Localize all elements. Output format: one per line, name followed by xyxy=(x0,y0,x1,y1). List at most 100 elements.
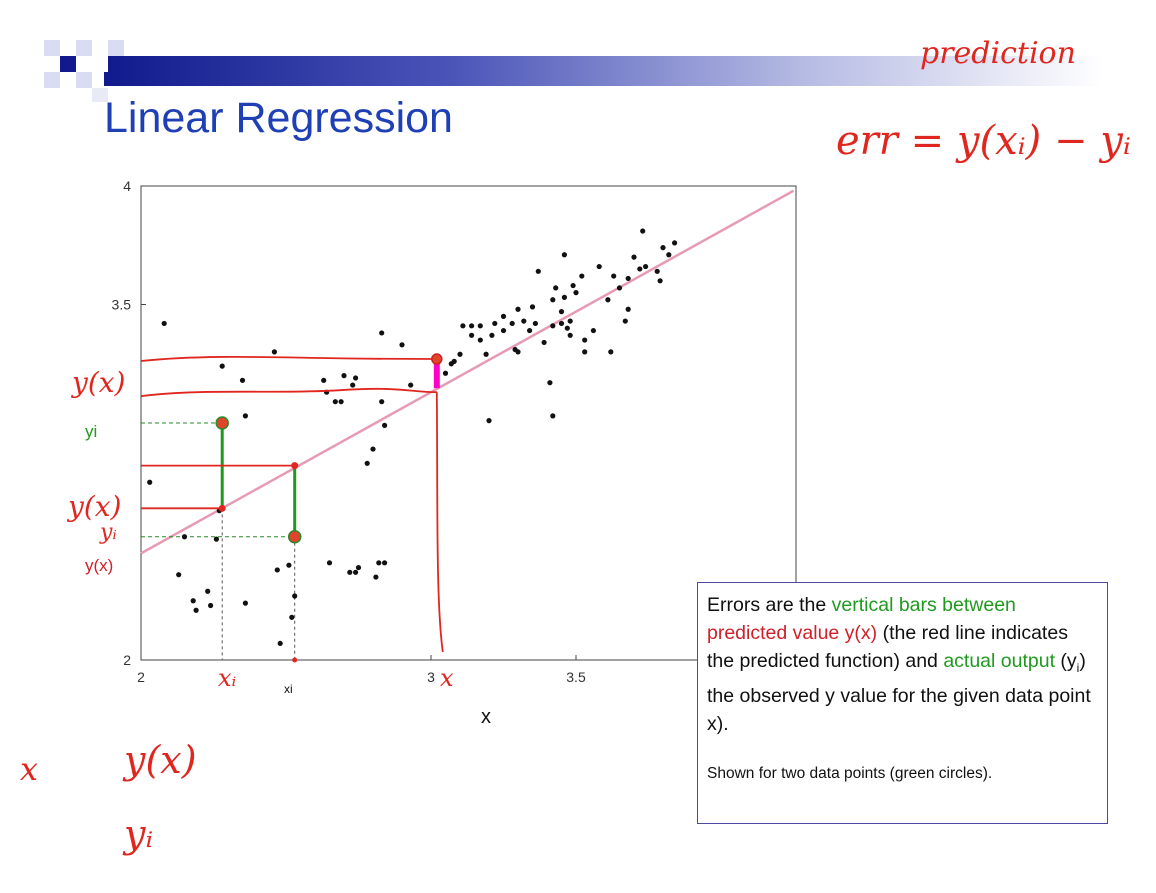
observed-point xyxy=(287,530,302,544)
data-point xyxy=(350,382,356,388)
data-point xyxy=(631,254,637,260)
data-point xyxy=(573,290,579,296)
data-point xyxy=(376,560,382,566)
data-point xyxy=(486,418,492,424)
data-point xyxy=(625,275,631,282)
explanation-box: Errors are the vertical bars between pre… xyxy=(697,582,1108,824)
data-point xyxy=(550,297,556,303)
data-point xyxy=(637,266,643,272)
data-point xyxy=(509,320,515,327)
data-point xyxy=(616,285,623,291)
data-point xyxy=(242,413,248,419)
data-point xyxy=(382,560,388,566)
data-point xyxy=(208,602,214,609)
title-decoration-bar xyxy=(44,40,1104,102)
x-tick-label: 3 xyxy=(427,669,435,685)
annotation-line xyxy=(140,355,435,362)
data-point xyxy=(521,318,527,324)
y-tick-label: 3.5 xyxy=(112,297,132,313)
data-point xyxy=(596,263,602,270)
data-point xyxy=(483,351,489,357)
data-point xyxy=(654,268,660,274)
data-point xyxy=(550,323,556,329)
data-point xyxy=(567,332,573,338)
data-point xyxy=(469,332,475,338)
data-point xyxy=(353,569,359,575)
data-point xyxy=(500,313,507,319)
label-yi: yi xyxy=(85,422,98,441)
data-point xyxy=(364,460,370,466)
data-point xyxy=(355,564,362,571)
data-point xyxy=(399,342,405,348)
data-point xyxy=(561,294,568,300)
y-tick-label: 4 xyxy=(123,178,131,194)
data-point xyxy=(558,320,565,327)
data-point xyxy=(242,600,248,606)
handwritten-yi-mid: yᵢ xyxy=(100,520,117,545)
explanation-footnote: Shown for two data points (green circles… xyxy=(707,764,993,782)
data-point xyxy=(286,562,292,568)
data-point xyxy=(535,268,541,274)
data-point xyxy=(190,598,196,604)
data-point xyxy=(382,422,388,428)
handwritten-error-formula: err = y(xᵢ) − yᵢ xyxy=(836,118,1131,164)
data-point xyxy=(460,323,466,329)
x-tick-label: 3.5 xyxy=(566,669,586,685)
annotation-line xyxy=(435,392,444,653)
data-point xyxy=(379,399,385,405)
data-point xyxy=(181,534,188,540)
data-point xyxy=(605,297,611,303)
data-point xyxy=(547,380,553,386)
data-point xyxy=(338,399,344,405)
data-point xyxy=(558,309,565,315)
handwritten-bottom-yi: yᵢ xyxy=(124,812,154,856)
y-tick-label: 2 xyxy=(123,652,131,668)
observed-point xyxy=(431,353,443,365)
data-point xyxy=(529,304,536,310)
data-point xyxy=(672,240,678,246)
data-point xyxy=(457,351,463,357)
data-point xyxy=(379,330,385,336)
handwritten-yx-mid: y(x) xyxy=(68,490,122,523)
data-point xyxy=(271,349,277,355)
data-point xyxy=(657,278,663,284)
label-yx: y(x) xyxy=(85,556,114,575)
data-point xyxy=(277,640,283,647)
data-point xyxy=(640,228,646,234)
data-point xyxy=(451,358,457,364)
data-point xyxy=(611,273,617,279)
data-point xyxy=(643,263,649,270)
data-point xyxy=(582,337,588,343)
data-point xyxy=(176,572,182,578)
data-point xyxy=(567,318,573,324)
handwritten-bottom-x: x xyxy=(20,750,39,788)
data-point xyxy=(239,377,246,383)
handwritten-x-axis-mark: x xyxy=(440,664,454,692)
regression-line xyxy=(140,189,795,555)
data-point xyxy=(193,607,199,613)
data-point xyxy=(622,318,628,324)
data-point xyxy=(213,536,219,542)
data-point xyxy=(477,323,483,329)
data-point xyxy=(347,569,353,575)
data-point xyxy=(515,349,521,355)
data-point xyxy=(541,339,547,346)
data-point xyxy=(469,323,475,329)
handwritten-prediction: prediction xyxy=(920,36,1076,71)
data-point xyxy=(570,282,576,289)
data-point xyxy=(442,370,449,376)
data-point xyxy=(550,413,556,419)
data-point xyxy=(353,375,359,381)
data-point xyxy=(608,349,614,355)
data-point xyxy=(500,327,507,334)
data-point xyxy=(161,320,167,327)
explanation-text: Errors are the vertical bars between pre… xyxy=(707,594,1091,735)
handwritten-xi-axis: xᵢ xyxy=(218,664,237,692)
data-point xyxy=(527,327,533,334)
data-point xyxy=(373,574,379,580)
data-point xyxy=(332,399,338,405)
data-point xyxy=(408,382,414,388)
data-point xyxy=(370,446,376,452)
data-point xyxy=(625,306,631,312)
